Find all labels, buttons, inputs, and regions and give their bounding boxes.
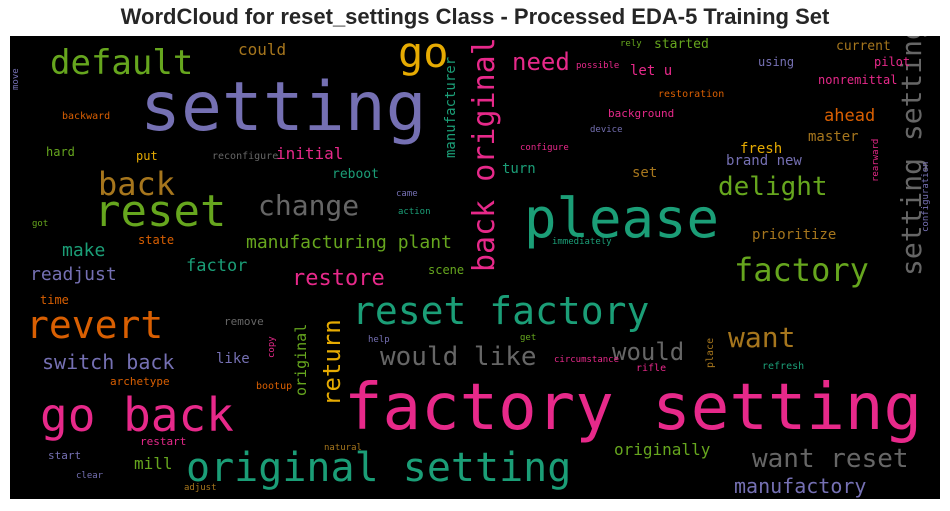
word: prioritize [752,227,837,243]
word: nonremittal [818,73,898,87]
word: manufacturing plant [246,232,452,253]
word: reset factory [352,289,650,333]
word: brand new [726,153,802,169]
word: copy [267,336,277,358]
word: adjust [184,483,217,493]
chart-title: WordCloud for reset_settings Class - Pro… [120,4,830,29]
word: restoration [658,89,725,100]
word: rifle [636,363,667,374]
word: ahead [824,106,876,126]
word: setting setting [895,36,928,276]
word: bootup [256,381,293,392]
word: please [524,187,720,250]
word: factory setting [344,371,922,445]
word: initial [276,144,344,163]
word: delight [718,172,828,202]
word: start [48,449,82,462]
word: scene [428,263,465,277]
word: fresh [740,141,783,157]
word: reset [94,186,227,237]
word: get [520,333,537,343]
word: revert [26,303,164,347]
word: configure [520,143,569,153]
word: like [216,351,250,367]
word: let u [630,63,673,79]
word: readjust [30,264,117,285]
word: action [398,207,431,217]
word: started [654,37,709,52]
word: manufactory [734,474,867,498]
word: came [396,189,418,199]
word: put [136,149,158,163]
word-cloud-canvas: factory setting setting please go back r… [10,36,940,499]
word: state [138,233,175,247]
word: default [50,43,194,83]
word: original [292,323,310,396]
word: backward [62,111,111,122]
word: want reset [752,444,909,474]
word: turn [502,161,536,177]
word: switch back [42,350,175,374]
word: reboot [332,167,379,182]
word: time [40,293,69,307]
word: go [398,36,449,77]
word: configuration [921,161,931,232]
word: change [258,189,360,222]
word: rely [620,39,642,49]
word: natural [324,443,362,453]
word: return [318,319,346,406]
word: restart [140,435,187,448]
word: circumstance [554,355,620,365]
word: refresh [762,361,805,372]
word: mill [134,454,173,473]
word: manufacturer [443,56,459,158]
word: set [632,165,658,181]
word: make [62,240,106,261]
word: back [98,165,176,203]
word: would like [380,342,537,372]
word: got [32,219,49,229]
word: clear [76,471,104,481]
word: rearward [871,138,881,182]
word: help [368,335,390,345]
word: reconfigure [212,151,279,162]
word: move [11,68,21,90]
word: master [808,129,859,145]
word: factory [734,251,869,289]
word: could [238,40,287,59]
word: want [728,321,796,354]
word: archetype [110,375,170,388]
word: would [612,338,685,366]
word: place [705,337,716,368]
word: using [758,55,795,69]
word: restore [292,266,385,291]
word: device [590,125,623,135]
word: go back [40,388,234,442]
word: need [512,48,570,76]
word: immediately [552,237,612,247]
word: possible [576,61,620,71]
word: current [836,39,891,54]
word: factor [186,256,248,276]
word: remove [224,315,264,328]
word: original setting [186,445,572,491]
word: back original [467,37,502,272]
word: pilot [874,55,911,69]
word: setting [140,68,427,147]
word: background [608,107,675,120]
word: hard [46,145,75,159]
word: originally [614,440,711,459]
